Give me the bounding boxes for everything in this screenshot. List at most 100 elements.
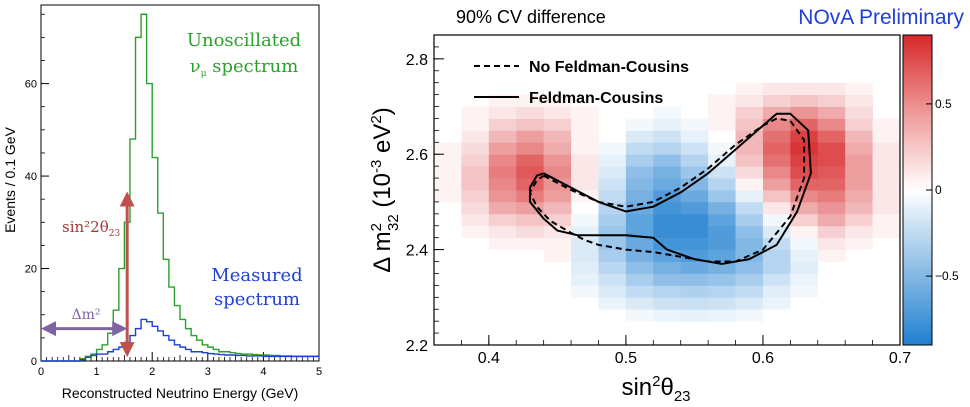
heatmap-cell	[516, 166, 545, 179]
heatmap-cell	[653, 237, 682, 251]
heatmap-cell	[762, 201, 791, 215]
contour-no-fc	[528, 117, 806, 263]
colorbar-tick-label: 0.5	[935, 97, 952, 111]
heatmap-cell	[845, 118, 873, 131]
heatmap-cell	[680, 190, 709, 203]
heatmap-cell	[543, 213, 572, 227]
heatmap-cell	[708, 213, 736, 227]
left-ytick-label: 60	[25, 79, 37, 91]
heatmap-cell	[872, 213, 901, 227]
heatmap-cell	[735, 82, 764, 96]
heatmap-cell	[680, 285, 709, 298]
heatmap-cell	[598, 297, 627, 310]
heatmap-cell	[790, 285, 819, 298]
heatmap-cell	[598, 166, 627, 179]
heatmap-cell	[708, 225, 736, 239]
heatmap-cell	[434, 142, 462, 155]
heatmap-cell	[543, 154, 572, 167]
heatmap-cell	[571, 213, 599, 227]
heatmap-cell	[735, 297, 764, 310]
colorbar-tick-label: −0.5	[935, 269, 959, 283]
heatmap-cell	[571, 237, 599, 251]
heatmap-cell	[735, 118, 764, 131]
heatmap-cell	[571, 249, 599, 262]
heatmap-cell	[488, 201, 517, 215]
heatmap-cell	[434, 178, 462, 191]
heatmap-cell	[516, 106, 545, 119]
heatmap-cell	[735, 106, 764, 119]
heatmap-cell	[488, 142, 517, 155]
heatmap-cell	[625, 249, 654, 262]
heatmap-cell	[708, 142, 736, 155]
heatmap-cell	[488, 237, 517, 251]
heatmap-cell	[571, 178, 599, 191]
heatmap-cell	[625, 309, 654, 322]
heatmap-cell	[708, 237, 736, 251]
heatmap-cell	[461, 106, 490, 119]
heatmap-cell	[543, 130, 572, 143]
heatmap-cell	[653, 297, 682, 310]
heatmap-cell	[653, 130, 682, 143]
meas-label-line2: spectrum	[214, 289, 300, 310]
heatmap-cell	[817, 225, 846, 239]
heatmap-cell	[708, 178, 736, 191]
heatmap-cell	[762, 94, 791, 107]
heatmap-cell	[790, 237, 819, 251]
heatmap-cell	[488, 166, 517, 179]
heatmap-cell	[571, 154, 599, 167]
heatmap-cell	[625, 213, 654, 227]
heatmap-cell	[762, 142, 791, 155]
heatmap-cell	[708, 297, 736, 310]
heatmap-cell	[708, 249, 736, 262]
heatmap-cell	[653, 201, 682, 215]
sin2theta-label: sin²2θ23	[62, 218, 120, 239]
heatmap-cell	[653, 118, 682, 131]
heatmap-cell	[653, 166, 682, 179]
heatmap-cell	[571, 273, 599, 286]
heatmap-cell	[817, 82, 846, 96]
heatmap-cell	[680, 273, 709, 286]
heatmap-cell	[516, 154, 545, 167]
heatmap-cell	[488, 106, 517, 119]
heatmap-cell	[845, 154, 873, 167]
heatmap-cell	[762, 285, 791, 298]
heatmap-cells	[434, 82, 901, 322]
heatmap-cell	[735, 201, 764, 215]
heatmap-cell	[543, 201, 572, 215]
heatmap-cell	[872, 178, 901, 191]
heatmap-cell	[680, 237, 709, 251]
heatmap-cell	[790, 94, 819, 107]
heatmap-cell	[488, 178, 517, 191]
heatmap-cell	[461, 142, 490, 155]
heatmap-cell	[571, 130, 599, 143]
heatmap-cell	[817, 178, 846, 191]
heatmap-cell	[543, 249, 572, 262]
heatmap-cell	[680, 261, 709, 274]
heatmap-cell	[653, 106, 682, 119]
heatmap-cell	[571, 166, 599, 179]
heatmap-cell	[680, 201, 709, 215]
heatmap-cell	[708, 201, 736, 215]
heatmap-cell	[625, 130, 654, 143]
heatmap-cell	[543, 94, 572, 107]
heatmap-cell	[845, 201, 873, 215]
right-xtick-label: 0.4	[478, 350, 500, 367]
left-xtick-label: 0	[38, 366, 44, 378]
heatmap-cell	[845, 130, 873, 143]
heatmap-cell	[653, 261, 682, 274]
heatmap-cell	[598, 261, 627, 274]
heatmap-cell	[845, 142, 873, 155]
sin2theta-main: sin²2θ	[62, 218, 109, 236]
heatmap-cell	[680, 154, 709, 167]
legend-no-fc: No Feldman-Cousins	[529, 59, 689, 76]
heatmap-cell	[488, 213, 517, 227]
heatmap-cell	[625, 261, 654, 274]
heatmap-cell	[735, 273, 764, 286]
heatmap-cell	[708, 166, 736, 179]
heatmap-cell	[790, 249, 819, 262]
heatmap-cell	[488, 154, 517, 167]
heatmap-cell	[708, 94, 736, 107]
heatmap-cell	[434, 190, 462, 203]
heatmap-cell	[680, 213, 709, 227]
